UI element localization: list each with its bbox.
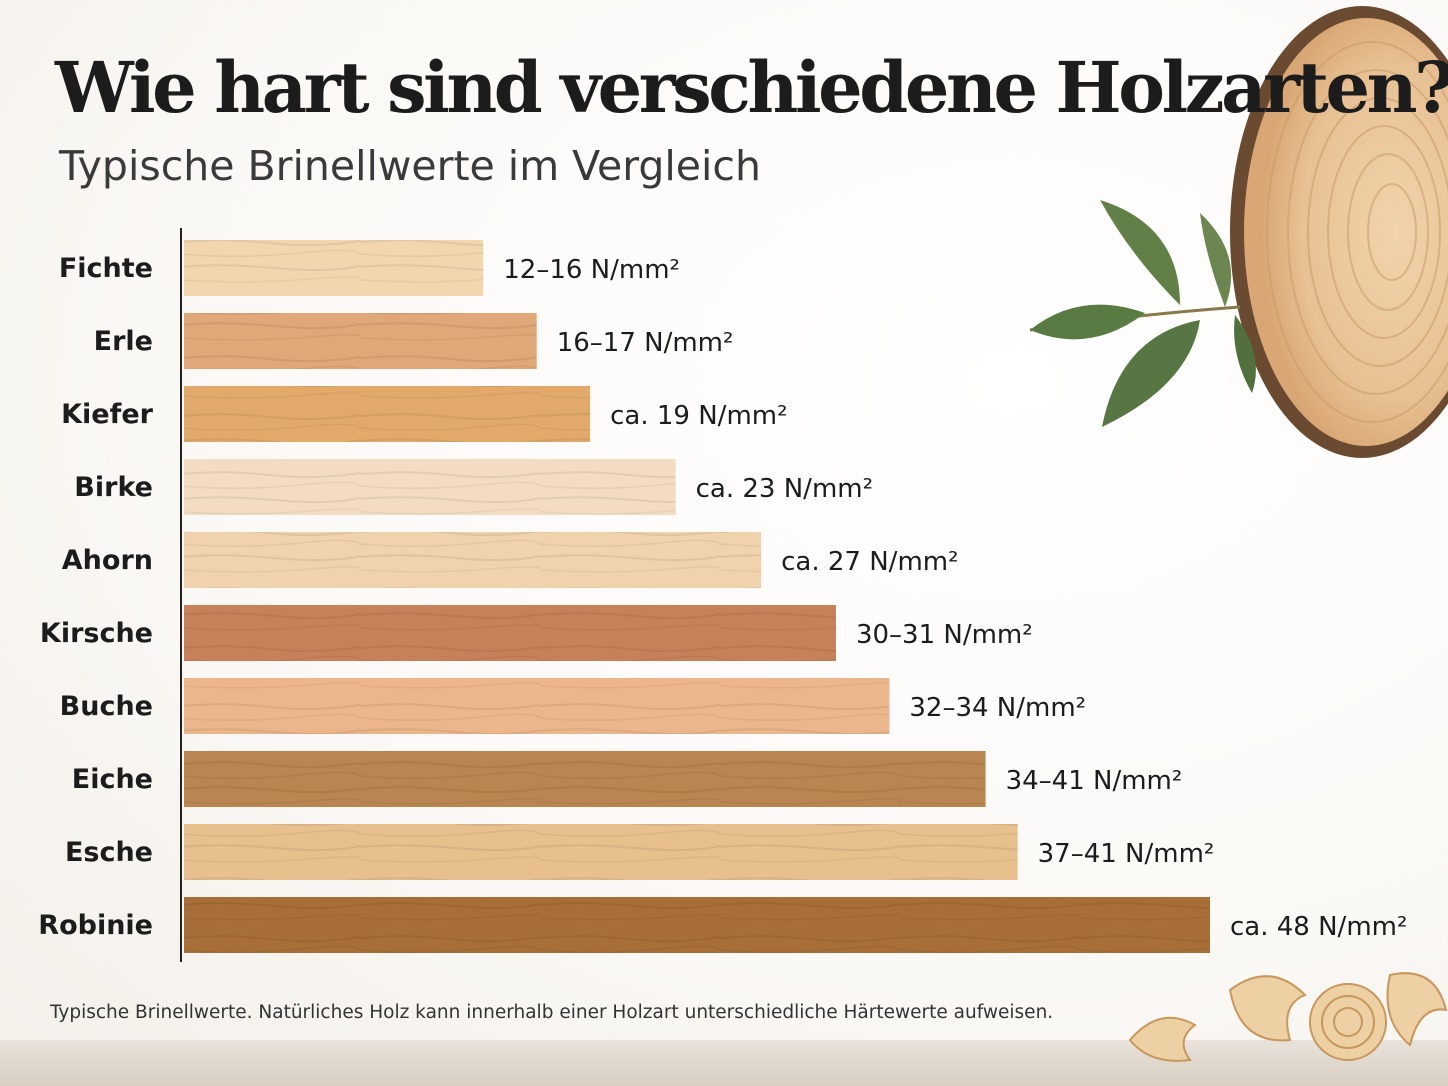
value-label-esche: 37–41 N/mm² xyxy=(1038,839,1215,869)
value-label-buche: 32–34 N/mm² xyxy=(909,693,1086,723)
wood-log-slice-icon xyxy=(1230,6,1448,458)
category-label-erle: Erle xyxy=(94,326,153,357)
bar-grain-buche xyxy=(184,678,890,734)
value-label-kirsche: 30–31 N/mm² xyxy=(856,620,1033,650)
bar-chart: Fichte 12–16 N/mm² Erle 16–17 N/mm² Kiefer ca… xyxy=(38,228,1407,962)
value-label-robinie: ca. 48 N/mm² xyxy=(1230,912,1407,942)
bar-grain-erle xyxy=(184,313,537,369)
category-label-ahorn: Ahorn xyxy=(62,545,153,576)
bar-grain-robinie xyxy=(184,897,1210,953)
value-label-eiche: 34–41 N/mm² xyxy=(1006,766,1183,796)
footnote: Typische Brinellwerte. Natürliches Holz … xyxy=(50,1002,1054,1023)
wood-shavings-icon xyxy=(1128,972,1448,1062)
bar-grain-ahorn xyxy=(184,532,762,588)
bar-grain-kirsche xyxy=(184,605,836,661)
category-label-fichte: Fichte xyxy=(59,253,153,284)
bar-grain-eiche xyxy=(184,751,986,807)
value-label-erle: 16–17 N/mm² xyxy=(557,328,734,358)
category-label-eiche: Eiche xyxy=(72,764,153,795)
category-label-robinie: Robinie xyxy=(38,910,153,941)
bar-grain-fichte xyxy=(184,240,484,296)
chart-title: Wie hart sind verschiedene Holzarten? xyxy=(55,46,1448,129)
bar-grain-kiefer xyxy=(184,386,591,442)
category-label-kiefer: Kiefer xyxy=(61,399,154,430)
category-label-buche: Buche xyxy=(60,691,153,722)
value-label-fichte: 12–16 N/mm² xyxy=(503,255,680,285)
bar-grain-birke xyxy=(184,459,676,515)
value-label-kiefer: ca. 19 N/mm² xyxy=(610,401,787,431)
wooden-floor xyxy=(0,1040,1448,1086)
bar-grain-esche xyxy=(184,824,1018,880)
category-label-esche: Esche xyxy=(65,837,153,868)
category-label-birke: Birke xyxy=(74,472,153,503)
value-label-ahorn: ca. 27 N/mm² xyxy=(781,547,958,577)
category-label-kirsche: Kirsche xyxy=(40,618,153,649)
value-label-birke: ca. 23 N/mm² xyxy=(696,474,873,504)
leaf-sprig-icon xyxy=(1029,200,1256,427)
chart-subtitle: Typische Brinellwerte im Vergleich xyxy=(59,142,761,190)
